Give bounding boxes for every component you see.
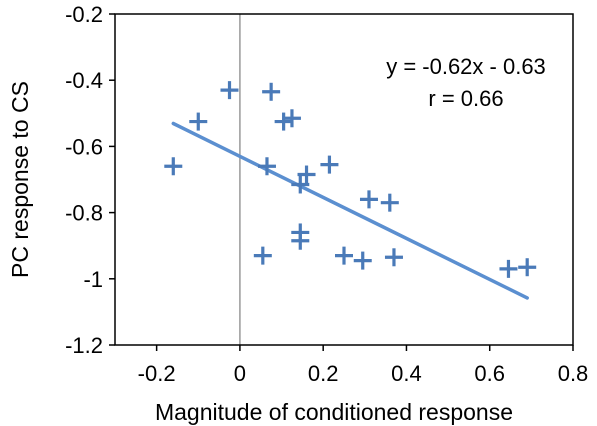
x-tick-label: 0.2 — [308, 361, 339, 386]
plot-frame — [114, 13, 574, 346]
regression-equation: y = -0.62x - 0.63 — [386, 54, 546, 79]
data-point — [257, 157, 276, 176]
regression-line — [171, 121, 529, 300]
data-point — [359, 190, 378, 209]
x-tick-label: 0.4 — [391, 361, 422, 386]
data-point — [291, 231, 310, 250]
y-tick-label: -0.2 — [65, 2, 103, 27]
data-point — [384, 248, 403, 267]
data-point — [518, 258, 537, 277]
x-tick-label: 0 — [234, 361, 246, 386]
y-tick-label: -1 — [83, 267, 103, 292]
x-tick-label: 0.6 — [474, 361, 505, 386]
correlation-label: r = 0.66 — [428, 86, 503, 111]
data-point — [353, 251, 372, 270]
data-point — [262, 82, 281, 101]
data-point — [380, 193, 399, 212]
y-axis-title: PC response to CS — [7, 81, 33, 278]
data-point — [282, 109, 301, 128]
x-tick-label: -0.2 — [138, 361, 176, 386]
data-point — [297, 165, 316, 184]
data-point — [499, 259, 518, 278]
data-point — [189, 112, 208, 131]
data-point — [220, 81, 239, 100]
y-tick-label: -0.8 — [65, 201, 103, 226]
data-point — [164, 157, 183, 176]
y-tick-label: -1.2 — [65, 333, 103, 358]
y-tick-label: -0.6 — [65, 134, 103, 159]
fit-line-layer — [171, 121, 529, 300]
data-point — [320, 155, 339, 174]
data-point — [335, 246, 353, 265]
data-point — [291, 175, 310, 194]
data-point — [274, 112, 293, 131]
data-points — [164, 81, 537, 278]
data-point — [253, 246, 272, 265]
y-tick-label: -0.4 — [65, 68, 103, 93]
axis-ticks: -0.2 0 0.2 0.4 0.6 0.8 -0.2 -0.4 -0.6 -0.8 -1 -1.2 — [65, 2, 588, 386]
x-tick-label: 0.8 — [558, 361, 589, 386]
x-axis-title: Magnitude of conditioned response — [155, 399, 513, 425]
